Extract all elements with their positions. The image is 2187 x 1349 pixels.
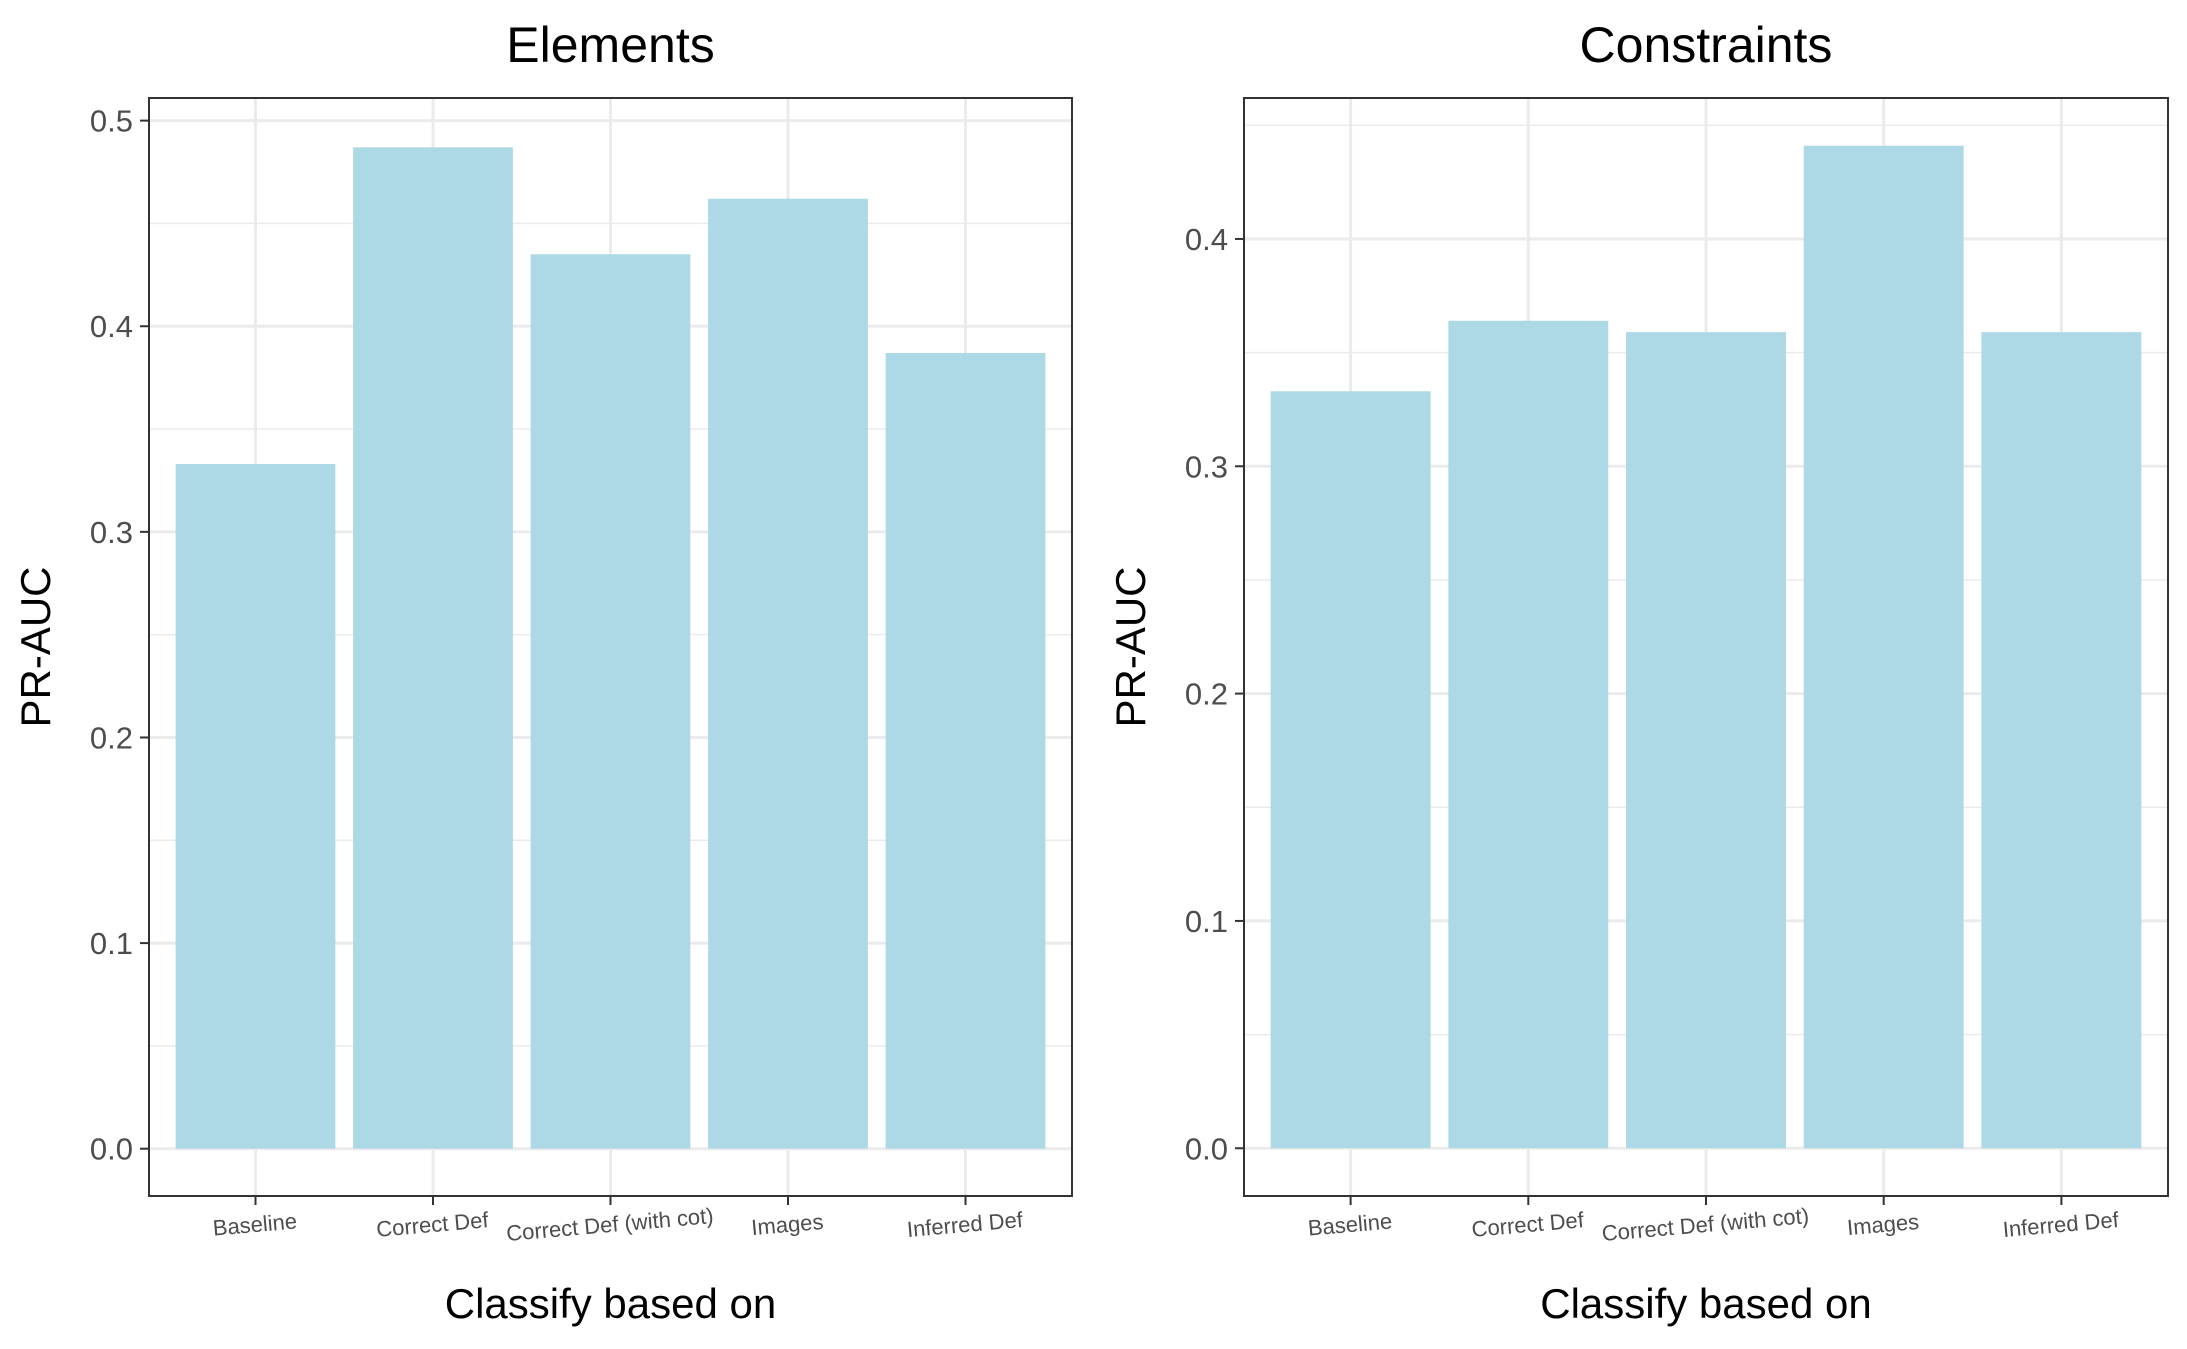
x-tick-label: Correct Def (with cot) (1601, 1203, 1810, 1246)
y-tick-label: 0.0 (90, 1132, 133, 1167)
x-axis-title: Classify based on (445, 1280, 777, 1327)
bar-inferred-def (1981, 332, 2142, 1149)
x-axis-title: Classify based on (1540, 1280, 1872, 1327)
y-axis-title: PR-AUC (12, 566, 59, 727)
x-tick-label: Baseline (212, 1208, 298, 1240)
bar-baseline (1270, 391, 1431, 1149)
x-tick-label: Correct Def (1471, 1207, 1586, 1242)
bar-correct-def (1448, 320, 1609, 1149)
y-tick-label: 0.5 (90, 104, 133, 139)
panel-1: 0.0 0.1 0.2 0.3 0.4 Baseline Correct Def Correc… (1107, 17, 2169, 1327)
x-tick-label: Correct Def (with cot) (505, 1203, 714, 1246)
panel-title: Elements (506, 17, 714, 73)
y-tick-label: 0.1 (90, 926, 133, 961)
bar-correct-def-with-cot (530, 254, 691, 1149)
y-tick-label: 0.3 (1185, 449, 1228, 484)
y-tick-label: 0.2 (1185, 677, 1228, 712)
panel-title: Constraints (1580, 17, 1833, 73)
x-tick-label: Inferred Def (906, 1207, 1025, 1242)
panel-0: 0.0 0.1 0.2 0.3 0.4 0.5 Baseline Correct Def Cor… (12, 17, 1073, 1327)
bar-baseline (175, 464, 336, 1149)
bar-correct-def-with-cot (1626, 332, 1786, 1149)
x-tick-label: Baseline (1307, 1208, 1393, 1240)
x-tick-label: Images (750, 1209, 824, 1240)
bar-inferred-def (885, 352, 1046, 1149)
bar-correct-def (353, 147, 513, 1149)
y-tick-label: 0.2 (90, 720, 133, 755)
y-tick-label: 0.4 (1185, 222, 1228, 257)
y-tick-label: 0.0 (1185, 1131, 1228, 1166)
x-tick-label: Images (1846, 1209, 1920, 1240)
y-tick-label: 0.4 (90, 309, 133, 344)
x-tick-label: Inferred Def (2002, 1207, 2121, 1242)
x-tick-label: Correct Def (375, 1207, 490, 1242)
bar-images (1803, 145, 1964, 1149)
y-tick-label: 0.1 (1185, 904, 1228, 939)
y-tick-label: 0.3 (90, 515, 133, 550)
bar-images (708, 198, 868, 1149)
y-axis-title: PR-AUC (1107, 566, 1154, 727)
